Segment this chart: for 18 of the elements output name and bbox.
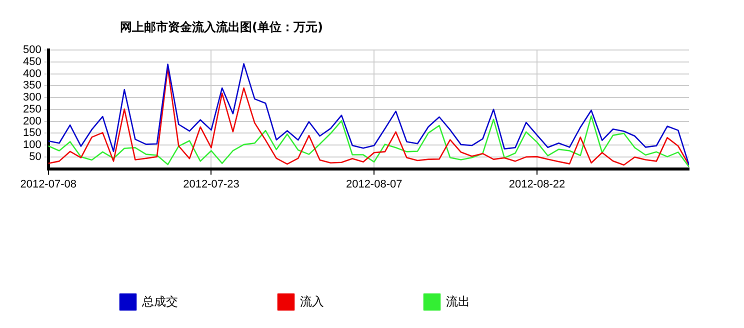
y-tick-label: 500 (22, 44, 42, 56)
y-tick-label: 100 (22, 139, 42, 152)
x-tick-label: 2012-07-08 (20, 178, 76, 190)
x-tick-label: 2012-08-07 (346, 178, 402, 190)
x-tick-label: 2012-08-22 (508, 178, 566, 190)
y-tick-label: 300 (22, 92, 42, 104)
legend-label: 总成交 (141, 294, 178, 308)
y-tick-label: 150 (22, 127, 42, 140)
y-tick-label: 400 (22, 68, 42, 80)
y-tick-label: 350 (22, 80, 42, 92)
y-tick-label: 450 (22, 56, 42, 68)
y-tick-label: 200 (22, 115, 42, 128)
legend-label: 流出 (446, 294, 470, 308)
x-tick-label: 2012-07-23 (183, 178, 240, 190)
chart-title: 网上邮市资金流入流出图(单位：万元) (120, 19, 323, 36)
y-tick-label: 250 (22, 103, 42, 116)
y-tick-label: 50 (29, 150, 42, 163)
legend-label: 流入 (300, 294, 324, 308)
